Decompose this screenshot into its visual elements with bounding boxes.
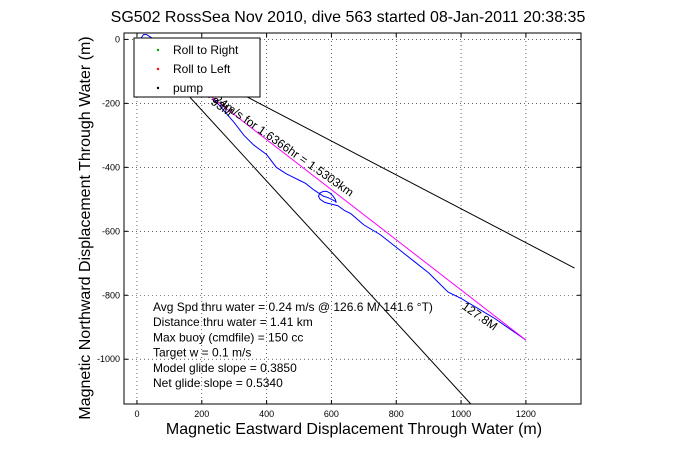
stats-line: Model glide slope = 0.3850: [153, 361, 297, 375]
y-tick-label: -600: [102, 226, 120, 236]
y-tick-label: -1000: [97, 354, 120, 364]
axis-ticks: 0 200 400 600 800 1000 1200 0 -200 -400 -600 -800 -1…: [97, 33, 581, 419]
chart-title: SG502 RossSea Nov 2010, dive 563 started…: [111, 9, 586, 26]
legend-marker: [156, 48, 160, 52]
legend-box: [133, 37, 261, 98]
y-tick-label: -400: [102, 162, 120, 172]
stats-line: Avg Spd thru water = 0.24 m/s @ 126.6 M/…: [153, 300, 433, 314]
reference-line: [136, 39, 472, 404]
series-line: [139, 34, 527, 341]
legend: Roll to Right Roll to Left pump: [133, 37, 261, 98]
y-axis-label: Magnetic Northward Displacement Through …: [77, 36, 94, 419]
stats-line: Target w = 0.1 m/s: [153, 346, 251, 360]
x-tick-label: 600: [324, 409, 339, 419]
stats-block: Avg Spd thru water = 0.24 m/s @ 126.6 M/…: [153, 300, 433, 390]
y-tick-label: 0: [115, 34, 120, 44]
y-tick-label: -200: [102, 98, 120, 108]
legend-marker: [156, 67, 160, 71]
legend-label: Roll to Right: [173, 43, 239, 57]
stats-line: Max buoy (cmdfile) = 150 cc: [153, 330, 303, 344]
x-tick-label: 400: [259, 409, 274, 419]
y-tick-label: -800: [102, 290, 120, 300]
legend-label: Roll to Left: [173, 62, 231, 76]
x-tick-label: 200: [194, 409, 209, 419]
x-tick-label: 0: [134, 409, 139, 419]
plot-frame: [123, 32, 582, 405]
x-tick-label: 800: [389, 409, 404, 419]
stats-line: Net glide slope = 0.5340: [153, 376, 283, 390]
x-axis-label: Magnetic Eastward Displacement Through W…: [166, 421, 542, 438]
legend-label: pump: [173, 81, 203, 95]
stats-line: Distance thru water = 1.41 km: [153, 315, 313, 329]
x-tick-label: 1200: [516, 409, 536, 419]
x-tick-label: 1000: [451, 409, 471, 419]
legend-marker: [156, 86, 160, 90]
